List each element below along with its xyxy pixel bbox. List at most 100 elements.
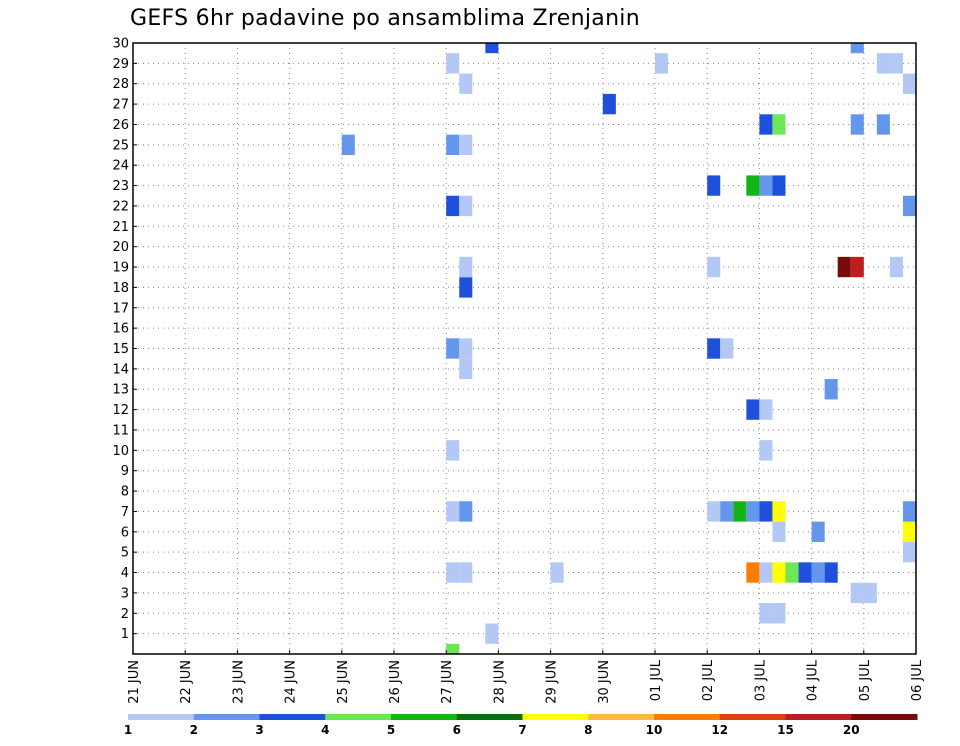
colorbar-swatch <box>325 714 392 720</box>
data-cell <box>837 256 851 278</box>
data-cell <box>446 562 460 583</box>
data-cell <box>459 338 473 359</box>
x-tick-label: 28 JUN <box>492 660 507 704</box>
y-tick-label: 17 <box>112 301 129 316</box>
y-tick-label: 6 <box>121 525 129 540</box>
data-cell <box>459 73 473 94</box>
data-cell <box>746 562 760 583</box>
y-tick-label: 30 <box>112 37 129 52</box>
chart-title: GEFS 6hr padavine po ansamblima Zrenjani… <box>130 6 640 31</box>
colorbar-swatch <box>193 714 260 720</box>
y-tick-label: 13 <box>112 383 129 398</box>
data-cell <box>876 53 890 74</box>
data-cell <box>446 501 460 522</box>
data-cell <box>550 562 564 583</box>
data-cell <box>759 114 773 135</box>
y-tick-label: 4 <box>121 566 129 581</box>
y-tick-label: 10 <box>112 444 129 459</box>
data-cell <box>446 134 460 156</box>
x-axis: 21 JUN 22 JUN 23 JUN 24 JUN 25 JUN 26 JUN 27 J… <box>127 650 925 704</box>
data-cell <box>459 256 473 278</box>
y-tick-label: 8 <box>121 485 129 500</box>
grid <box>133 43 916 654</box>
data-cell <box>733 501 747 522</box>
data-cell <box>746 175 760 196</box>
y-tick-label: 15 <box>112 342 129 357</box>
data-cell <box>459 134 473 156</box>
y-tick-label: 26 <box>112 118 129 133</box>
colorbar-swatch <box>851 714 918 720</box>
data-cell <box>850 256 864 278</box>
colorbar-label: 12 <box>711 723 728 737</box>
data-cell <box>902 195 916 217</box>
data-cell <box>850 43 864 54</box>
y-tick-label: 22 <box>112 199 129 214</box>
x-tick-label: 29 JUN <box>545 660 560 704</box>
data-cell <box>655 53 669 74</box>
data-cell <box>759 562 773 583</box>
data-cell <box>707 256 721 278</box>
data-cell <box>811 521 825 542</box>
data-cell <box>902 541 916 563</box>
x-tick-label: 04 JUL <box>806 659 821 701</box>
y-tick-label: 11 <box>112 423 129 438</box>
y-tick-label: 14 <box>112 362 129 377</box>
colorbar-label: 4 <box>321 723 329 737</box>
y-tick-label: 29 <box>112 57 129 72</box>
colorbar-label: 7 <box>518 723 526 737</box>
y-axis: 1234567891011121314151617181920212223242… <box>112 37 137 642</box>
data-cell <box>772 562 786 583</box>
colorbar: 1 2 3 4 5 6 7 8 10 12 15 20 <box>124 714 918 737</box>
y-tick-label: 25 <box>112 138 129 153</box>
colorbar-label: 5 <box>387 723 395 737</box>
y-tick-label: 19 <box>112 261 129 276</box>
y-tick-label: 7 <box>121 505 129 520</box>
data-cell <box>707 501 721 522</box>
data-cell <box>446 53 460 74</box>
data-cell <box>850 582 864 604</box>
data-cell <box>459 195 473 217</box>
data-cell <box>341 134 355 156</box>
x-tick-label: 27 JUN <box>440 660 455 704</box>
x-tick-label: 01 JUL <box>649 659 664 701</box>
x-tick-label: 25 JUN <box>336 660 351 704</box>
colorbar-swatch <box>719 714 786 720</box>
data-cell <box>889 256 903 278</box>
x-tick-label: 02 JUL <box>701 659 716 701</box>
y-tick-label: 2 <box>121 607 129 622</box>
y-tick-label: 9 <box>121 464 129 479</box>
data-cell <box>759 603 773 624</box>
x-tick-label: 22 JUN <box>179 660 194 704</box>
colorbar-label: 1 <box>124 723 132 737</box>
data-cell <box>459 277 473 298</box>
data-cell <box>707 338 721 359</box>
colorbar-label: 8 <box>584 723 592 737</box>
x-tick-label: 05 JUL <box>858 659 873 701</box>
data-cell <box>746 501 760 522</box>
y-tick-label: 20 <box>112 240 129 255</box>
y-tick-label: 18 <box>112 281 129 296</box>
colorbar-label: 2 <box>190 723 198 737</box>
colorbar-label: 15 <box>777 723 794 737</box>
y-tick-label: 24 <box>112 159 129 174</box>
data-cell <box>485 623 499 644</box>
colorbar-label: 3 <box>255 723 263 737</box>
data-cell <box>772 114 786 135</box>
data-cell <box>459 358 473 380</box>
x-tick-label: 26 JUN <box>388 660 403 704</box>
x-tick-label: 24 JUN <box>284 660 299 704</box>
data-cell <box>459 501 473 522</box>
data-cell <box>876 114 890 135</box>
data-cell <box>772 521 786 542</box>
data-cell <box>446 440 460 461</box>
colorbar-swatch <box>391 714 458 720</box>
x-tick-label: 30 JUN <box>597 660 612 704</box>
data-cell <box>446 643 460 654</box>
data-cell <box>446 195 460 217</box>
x-tick-label: 21 JUN <box>127 660 142 704</box>
colorbar-swatch <box>456 714 523 720</box>
data-cell <box>446 338 460 359</box>
colorbar-label: 10 <box>646 723 663 737</box>
data-cell <box>850 114 864 135</box>
